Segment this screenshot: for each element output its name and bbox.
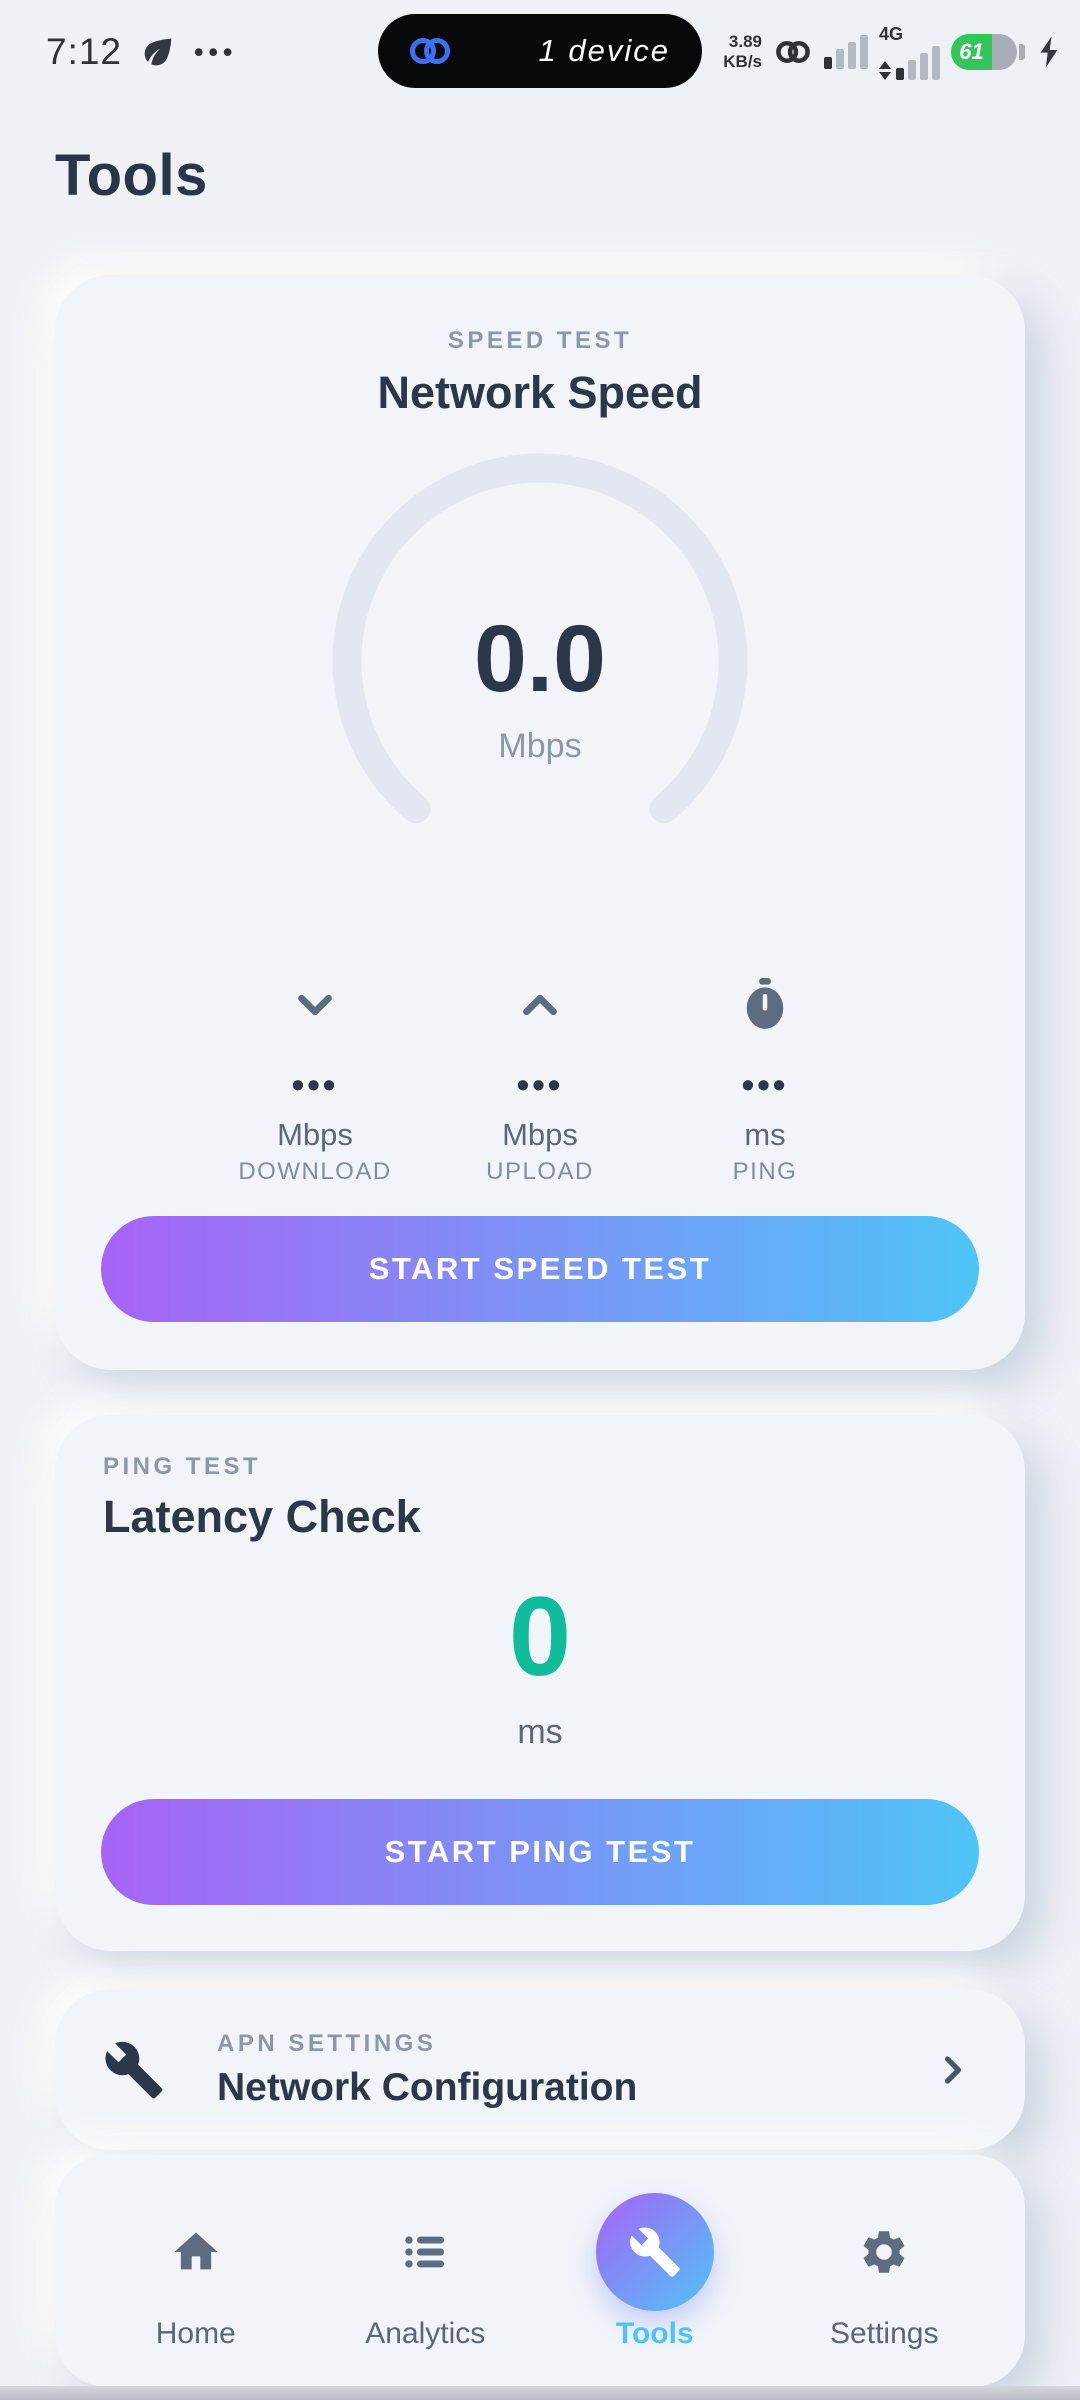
gauge-value: 0.0: [473, 605, 607, 712]
speed-stats-row: ••• Mbps DOWNLOAD ••• Mbps UPLOAD: [55, 975, 1025, 1184]
stopwatch-icon: [740, 975, 790, 1035]
signal-sim2-group: 4G: [879, 25, 940, 80]
chevron-down-icon: [288, 975, 342, 1035]
nav-item-analytics[interactable]: Analytics: [335, 2191, 515, 2351]
nav-label-analytics: Analytics: [365, 2317, 486, 2350]
signal-bars-sim2-icon: [896, 45, 940, 80]
latency-value: 0: [508, 1574, 572, 1699]
upload-unit: Mbps: [502, 1117, 578, 1152]
ping-unit: ms: [744, 1117, 786, 1152]
apn-settings-card[interactable]: APN SETTINGS Network Configuration: [55, 1989, 1025, 2150]
device-count-pill[interactable]: 1 device: [378, 14, 702, 88]
ping-test-eyebrow: PING TEST: [103, 1453, 262, 1480]
data-rate-unit: KB/s: [723, 52, 762, 71]
latency-unit: ms: [517, 1713, 563, 1751]
page-title: Tools: [55, 143, 208, 208]
download-value: •••: [291, 1064, 339, 1105]
apn-title: Network Configuration: [217, 2065, 638, 2109]
ping-test-title: Latency Check: [103, 1491, 421, 1542]
chevron-up-icon: [513, 975, 567, 1035]
ping-label: PING: [732, 1158, 798, 1185]
settings-gear-icon: [858, 2191, 910, 2313]
tools-active-bubble: [595, 2193, 714, 2311]
network-type-label: 4G: [879, 23, 904, 44]
upload-value: •••: [516, 1064, 564, 1105]
download-stat: ••• Mbps DOWNLOAD: [238, 975, 390, 1184]
nav-item-settings[interactable]: Settings: [794, 2191, 974, 2351]
notification-dots-icon: •••: [194, 36, 238, 67]
ping-test-card: PING TEST Latency Check 0 ms START PING …: [55, 1415, 1025, 1951]
data-rate: 3.89 KB/s: [723, 32, 762, 71]
device-count-label: 1 device: [538, 33, 670, 68]
chevron-right-icon: [931, 2048, 975, 2092]
nav-item-tools[interactable]: Tools: [565, 2191, 745, 2351]
apn-eyebrow: APN SETTINGS: [217, 2029, 437, 2057]
upload-label: UPLOAD: [486, 1158, 594, 1185]
status-bar-right: 3.89 KB/s 4G: [723, 14, 1062, 90]
speed-gauge: 0.0 Mbps: [330, 451, 750, 871]
nav-label-home: Home: [155, 2317, 236, 2350]
tools-wrench-icon: [628, 2225, 682, 2279]
analytics-icon: [399, 2191, 451, 2313]
data-updown-arrows-icon: [879, 60, 891, 80]
speed-test-eyebrow: SPEED TEST: [447, 327, 633, 354]
upload-stat: ••• Mbps UPLOAD: [475, 975, 605, 1184]
wrench-icon: [103, 2039, 165, 2101]
speed-test-title: Network Speed: [377, 367, 703, 418]
tether-link-icon: [773, 36, 813, 68]
bottom-nav: Home Analytics Tools: [55, 2155, 1025, 2387]
charging-bolt-icon: [1036, 34, 1062, 70]
battery-saver-leaf-icon: [138, 32, 178, 72]
download-unit: Mbps: [277, 1117, 353, 1152]
nav-item-home[interactable]: Home: [106, 2191, 286, 2351]
start-speed-test-button[interactable]: START SPEED TEST: [101, 1216, 979, 1322]
link-icon: [406, 32, 454, 70]
battery-indicator: 61: [951, 34, 1025, 70]
battery-percent: 61: [951, 34, 992, 70]
status-bar: 7:12 ••• 1 device 3.89 KB/s: [0, 14, 1080, 90]
start-ping-test-button[interactable]: START PING TEST: [101, 1799, 979, 1905]
nav-label-tools: Tools: [615, 2317, 694, 2350]
speed-test-card: SPEED TEST Network Speed 0.0 Mbps ••• Mb…: [55, 275, 1025, 1370]
gauge-arc: [332, 453, 748, 869]
nav-label-settings: Settings: [830, 2317, 939, 2350]
gesture-bar-area: [0, 2386, 1080, 2400]
download-label: DOWNLOAD: [238, 1158, 392, 1185]
clock: 7:12: [46, 31, 123, 72]
home-icon: [170, 2191, 222, 2313]
signal-bars-sim1-icon: [824, 35, 868, 69]
ping-value: •••: [741, 1064, 789, 1105]
status-bar-left: 7:12 •••: [46, 14, 237, 90]
gauge-unit: Mbps: [498, 726, 582, 765]
ping-stat: ••• ms PING: [700, 975, 830, 1184]
data-rate-value: 3.89: [728, 32, 762, 52]
